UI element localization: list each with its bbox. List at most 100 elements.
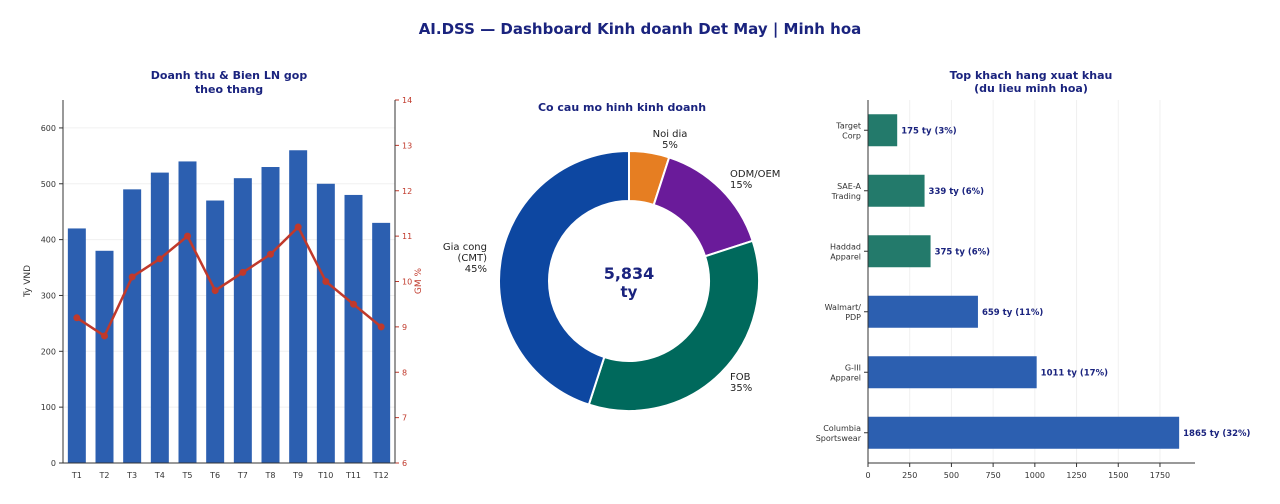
y2-tick-label: 13	[402, 141, 412, 150]
customer-label: Haddad	[830, 242, 861, 251]
y-axis-label: Ty VND	[23, 265, 33, 298]
slice-label: FOB	[730, 372, 751, 383]
x-tick-label: T8	[265, 471, 276, 480]
revenue-bar-T10	[316, 183, 335, 463]
customer-label: Corp	[842, 131, 861, 140]
revenue-bar-T11	[344, 194, 363, 463]
y-tick-label: 0	[51, 459, 56, 468]
customer-label: Columbia	[823, 424, 861, 433]
x-tick-label: 500	[944, 471, 959, 480]
gm-point-T10	[322, 278, 330, 285]
y2-tick-label: 8	[402, 368, 407, 377]
chart-title: Co cau mo hinh kinh doanh	[538, 101, 706, 114]
slice-pct: 35%	[730, 383, 752, 394]
bar-value-label: 339 ty (6%)	[929, 187, 985, 197]
y-tick-label: 200	[41, 347, 56, 356]
chart-title: Top khach hang xuat khau	[950, 69, 1113, 82]
y2-tick-label: 14	[402, 96, 412, 105]
y2-tick-label: 12	[402, 187, 412, 196]
x-tick-label: T2	[99, 471, 110, 480]
x-tick-label: T10	[317, 471, 333, 480]
slice-label: (CMT)	[457, 253, 487, 264]
slice-label: Gia cong	[443, 242, 487, 253]
customer-bar-3	[868, 295, 978, 328]
x-tick-label: 1500	[1108, 471, 1128, 480]
y2-tick-label: 10	[402, 278, 412, 287]
x-tick-label: T9	[292, 471, 303, 480]
gm-point-T4	[156, 255, 164, 263]
x-tick-label: T7	[237, 471, 248, 480]
revenue-bar-T5	[178, 161, 197, 463]
dashboard-title: AI.DSS — Dashboard Kinh doanh Det May | …	[419, 20, 862, 39]
x-tick-label: T11	[345, 471, 361, 480]
customer-label: Apparel	[830, 252, 861, 261]
axes-frame	[62, 100, 396, 464]
x-tick-label: 250	[902, 471, 917, 480]
slice-pct: 5%	[662, 140, 678, 151]
customer-bar-5	[868, 416, 1180, 449]
x-tick-label: 0	[865, 471, 870, 480]
gm-line	[76, 224, 382, 338]
customer-label: G-III	[845, 363, 861, 372]
bar-value-label: 175 ty (3%)	[901, 126, 957, 136]
customer-label: PDP	[845, 313, 861, 322]
center-total: 5,834	[604, 264, 655, 283]
y2-tick-label: 7	[402, 414, 407, 423]
top-customers-chart: Top khach hang xuat khau(du lieu minh ho…	[816, 69, 1251, 480]
customer-label: Trading	[831, 192, 861, 201]
gm-point-T8	[267, 250, 274, 258]
revenue-bar-T4	[150, 172, 169, 463]
slice-gia-cong	[498, 149, 630, 406]
axes	[867, 100, 1195, 464]
slice-pct: 45%	[465, 264, 487, 275]
customer-label: Apparel	[830, 373, 861, 382]
gm-point-T1	[73, 314, 81, 322]
gm-point-T11	[350, 300, 357, 308]
customer-bar-4	[868, 356, 1037, 389]
customer-bar-2	[868, 235, 931, 268]
slice-label: ODM/OEM	[730, 169, 780, 180]
y2-tick-label: 11	[402, 232, 412, 241]
chart-title: (du lieu minh hoa)	[974, 82, 1088, 95]
gm-point-T2	[101, 332, 108, 340]
y-tick-label: 600	[41, 124, 56, 133]
bar-value-label: 375 ty (6%)	[935, 247, 991, 257]
revenue-bar-T3	[123, 189, 142, 463]
revenue-bar-T7	[233, 178, 252, 463]
y2-tick-label: 6	[402, 459, 407, 468]
customer-label: Target	[835, 121, 861, 130]
customer-bar-0	[868, 114, 898, 147]
customer-label: Sportswear	[816, 434, 862, 443]
y2-tick-label: 9	[402, 323, 407, 332]
y-tick-label: 300	[41, 291, 56, 300]
bar-value-label: 1865 ty (32%)	[1183, 429, 1250, 439]
customer-label: SAE-A	[837, 182, 861, 191]
revenue-bar-T12	[372, 222, 391, 463]
revenue-bar-T8	[261, 167, 280, 463]
bar-value-label: 659 ty (11%)	[982, 308, 1043, 318]
y-tick-label: 100	[41, 403, 56, 412]
x-tick-label: 750	[985, 471, 1000, 480]
slice-label: Noi dia	[653, 129, 688, 140]
x-tick-label: T1	[71, 471, 82, 480]
y-tick-label: 500	[41, 180, 56, 189]
gm-point-T3	[128, 273, 136, 281]
y2-axis-label: GM %	[414, 267, 424, 294]
revenue-bar-T2	[95, 250, 114, 463]
gm-point-T12	[377, 323, 385, 331]
center-unit: ty	[621, 283, 638, 301]
gm-point-T5	[184, 232, 191, 240]
bar-value-label: 1011 ty (17%)	[1041, 368, 1108, 378]
revenue-bar-T9	[289, 150, 308, 463]
customer-bar-1	[868, 174, 925, 207]
x-tick-label: T3	[126, 471, 137, 480]
x-tick-label: T4	[154, 471, 165, 480]
chart-title: Doanh thu & Bien LN gop	[151, 69, 308, 82]
gm-point-T6	[211, 287, 219, 295]
customer-label: Walmart/	[825, 303, 862, 312]
gm-point-T9	[294, 223, 302, 231]
y-tick-label: 400	[41, 236, 56, 245]
